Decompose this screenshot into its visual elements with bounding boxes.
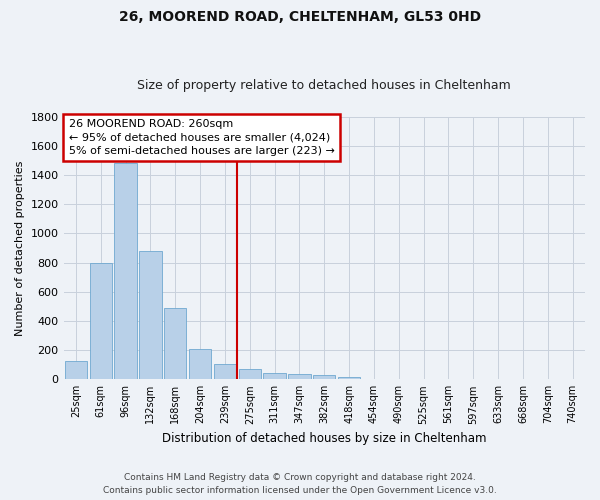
Bar [115,164,137,380]
X-axis label: Distribution of detached houses by size in Cheltenham: Distribution of detached houses by size … [162,432,487,445]
Text: 26, MOOREND ROAD, CHELTENHAM, GL53 0HD: 26, MOOREND ROAD, CHELTENHAM, GL53 0HD [119,10,481,24]
Title: Size of property relative to detached houses in Cheltenham: Size of property relative to detached ho… [137,79,511,92]
Bar [338,377,360,380]
Bar [239,369,261,380]
Y-axis label: Number of detached properties: Number of detached properties [15,160,25,336]
Bar [313,375,335,380]
Text: Contains HM Land Registry data © Crown copyright and database right 2024.
Contai: Contains HM Land Registry data © Crown c… [103,474,497,495]
Bar [65,361,87,380]
Bar [288,374,311,380]
Bar [363,378,385,380]
Bar [189,350,211,380]
Bar [263,372,286,380]
Text: 26 MOOREND ROAD: 260sqm
← 95% of detached houses are smaller (4,024)
5% of semi-: 26 MOOREND ROAD: 260sqm ← 95% of detache… [69,120,335,156]
Bar [139,251,161,380]
Bar [89,262,112,380]
Bar [164,308,187,380]
Bar [214,364,236,380]
